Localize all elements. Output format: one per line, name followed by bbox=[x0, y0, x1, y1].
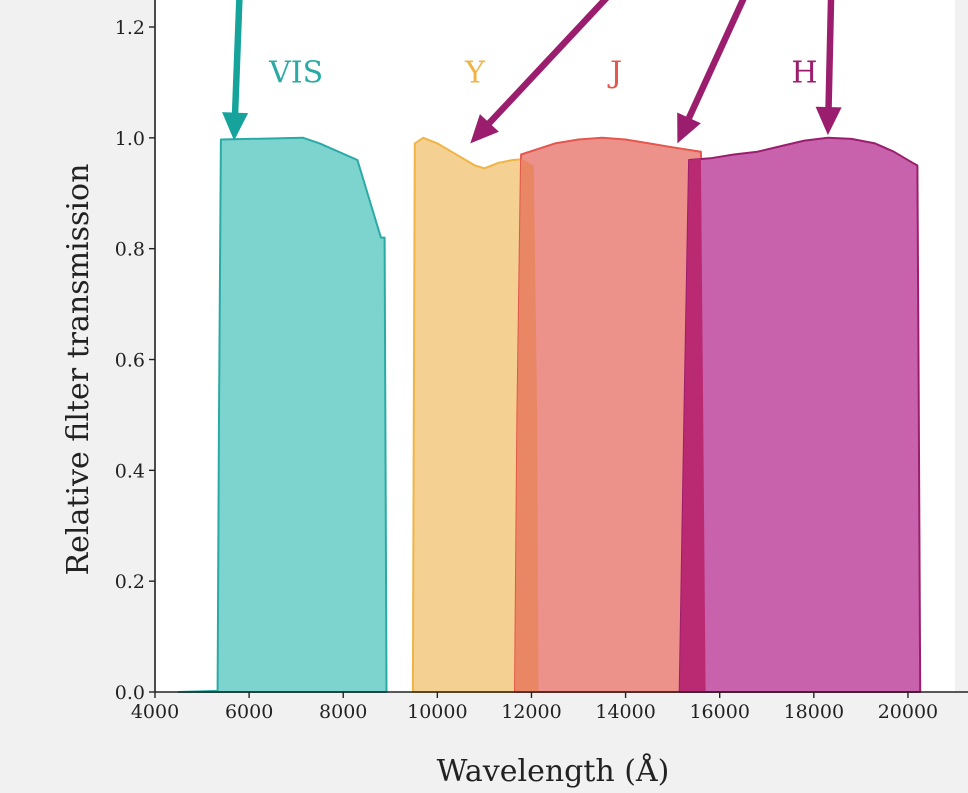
arrow-shaft bbox=[231, 0, 243, 115]
x-tick-label: 20000 bbox=[878, 701, 938, 723]
x-tick-label: 10000 bbox=[407, 701, 467, 723]
band-label-vis: VIS bbox=[268, 55, 323, 90]
arrow-shaft bbox=[685, 0, 747, 122]
x-tick-label: 4000 bbox=[131, 701, 179, 723]
series-area-j bbox=[514, 136, 707, 693]
y-axis-title: Relative filter transmission bbox=[61, 164, 96, 576]
x-tick-label: 14000 bbox=[595, 701, 655, 723]
arrow-head bbox=[222, 112, 249, 141]
y-tick-label: 0.4 bbox=[115, 460, 145, 482]
overlap-area-j-h bbox=[679, 158, 706, 693]
band-label-layer: VIS Y J H bbox=[268, 55, 817, 90]
arrow-head bbox=[470, 114, 499, 144]
band-label-h: H bbox=[791, 55, 817, 90]
arrow-head bbox=[677, 112, 701, 144]
arrow-to-y bbox=[470, 0, 609, 144]
y-tick-label: 0.0 bbox=[115, 682, 145, 704]
y-tick-label: 0.2 bbox=[115, 571, 145, 593]
arrow-to-vis bbox=[222, 0, 249, 141]
y-tick-label: 1.0 bbox=[115, 128, 145, 150]
arrow-head bbox=[815, 106, 842, 136]
y-tick-label: 0.6 bbox=[115, 350, 145, 372]
x-axis-title: Wavelength (Å) bbox=[437, 753, 670, 789]
axes-layer: 4000 6000 8000 10000 12000 14000 16000 18000 200… bbox=[115, 0, 968, 723]
arrow-to-h bbox=[815, 0, 842, 136]
y-tick-label: 1.2 bbox=[115, 17, 145, 39]
series-area-vis bbox=[177, 136, 388, 693]
x-tick-label: 18000 bbox=[784, 701, 844, 723]
band-label-y: Y bbox=[464, 55, 486, 90]
overlap-layer bbox=[515, 158, 706, 693]
arrow-to-j bbox=[677, 0, 747, 144]
y-tick-label: 0.8 bbox=[115, 239, 145, 261]
arrow-layer bbox=[222, 0, 842, 144]
x-tick-label: 16000 bbox=[689, 701, 749, 723]
band-label-j: J bbox=[607, 55, 622, 90]
overlap-area-y-j bbox=[515, 158, 539, 693]
arrow-shaft bbox=[825, 0, 835, 110]
arrow-shaft bbox=[485, 0, 609, 127]
x-tick-label: 12000 bbox=[501, 701, 561, 723]
x-tick-label: 6000 bbox=[225, 701, 273, 723]
x-tick-label: 8000 bbox=[319, 701, 367, 723]
series-area-h bbox=[678, 136, 922, 693]
series-layer bbox=[177, 136, 922, 693]
